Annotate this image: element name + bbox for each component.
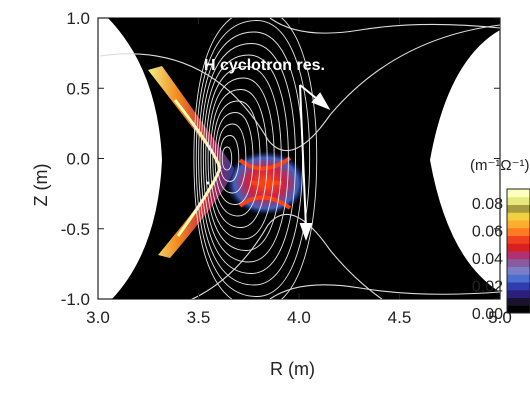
y-tick-label: 0.0 — [66, 150, 90, 169]
colorbar-tick-label: 0.04 — [472, 251, 503, 268]
field-line — [269, 18, 500, 34]
field-line — [99, 24, 500, 151]
colorbar-segment — [507, 266, 530, 275]
flux-surface — [207, 77, 275, 240]
colorbar-segment — [507, 189, 530, 198]
colorbar-segment — [507, 282, 530, 291]
magnetic-axis — [206, 181, 210, 185]
colorbar-segment — [507, 258, 530, 267]
flux-surface — [212, 100, 261, 217]
colorbar-segment — [507, 196, 530, 205]
colorbar-tick-label: 0.06 — [472, 223, 503, 240]
colorbar-segment — [507, 235, 530, 244]
x-tick-label: 3.5 — [187, 308, 211, 327]
y-axis: 1.0 0.5 0.0 -0.5 -1.0 — [61, 9, 500, 309]
colorbar-segment — [507, 251, 530, 260]
colorbar-tick-label: 0.02 — [472, 278, 503, 295]
right-coil-label: Helical coil — [476, 139, 493, 215]
flux-surface — [202, 54, 289, 263]
flux-surface — [205, 66, 282, 251]
colorbar-tick-label: 0.00 — [472, 306, 503, 323]
x-tick-label: 5.0 — [488, 308, 512, 327]
colorbar — [506, 188, 530, 314]
y-tick-label: 1.0 — [66, 9, 90, 28]
x-axis-label: R (m) — [270, 359, 315, 379]
flux-surface — [195, 20, 311, 297]
x-tick-label: 4.0 — [287, 308, 311, 327]
colorbar-tick-label: 0.08 — [472, 196, 503, 213]
colorbar-segment — [507, 305, 530, 314]
annotation-text: H cyclotron res. — [204, 57, 325, 74]
colorbar-segment — [507, 220, 530, 229]
colorbar-title: (m⁻¹Ω⁻¹) — [470, 157, 530, 174]
flux-surface — [214, 112, 254, 205]
x-tick-label: 3.0 — [86, 308, 110, 327]
left-coil-label: Helical coil — [117, 139, 134, 215]
flux-surface — [221, 146, 233, 171]
x-axis: 3.0 3.5 4.0 4.5 5.0 — [86, 18, 512, 327]
colorbar-segment — [507, 227, 530, 236]
flux-surface — [219, 135, 240, 182]
colorbar-segment — [507, 289, 530, 298]
flux-surface — [209, 89, 268, 228]
annotation-arrows — [299, 84, 331, 241]
y-tick-label: -0.5 — [61, 220, 90, 239]
y-tick-label: -1.0 — [61, 290, 90, 309]
colorbar-frame — [506, 188, 530, 314]
field-line — [191, 214, 383, 299]
flux-surface — [193, 18, 318, 299]
field-lines — [99, 18, 500, 299]
colorbar-segment — [507, 297, 530, 306]
colorbar-segment — [507, 212, 530, 221]
colorbar-ticks: 0.08 0.06 0.04 0.02 0.00 — [472, 196, 503, 323]
flux-surface — [200, 43, 296, 274]
colorbar-segment — [507, 243, 530, 252]
y-axis-label: Z (m) — [31, 164, 51, 207]
colorbar-segment — [507, 274, 530, 283]
flux-surface — [217, 123, 247, 194]
x-tick-label: 4.5 — [388, 308, 412, 327]
colorbar-segment — [507, 204, 530, 213]
field-line — [269, 284, 500, 299]
y-tick-label: 0.5 — [66, 79, 90, 98]
